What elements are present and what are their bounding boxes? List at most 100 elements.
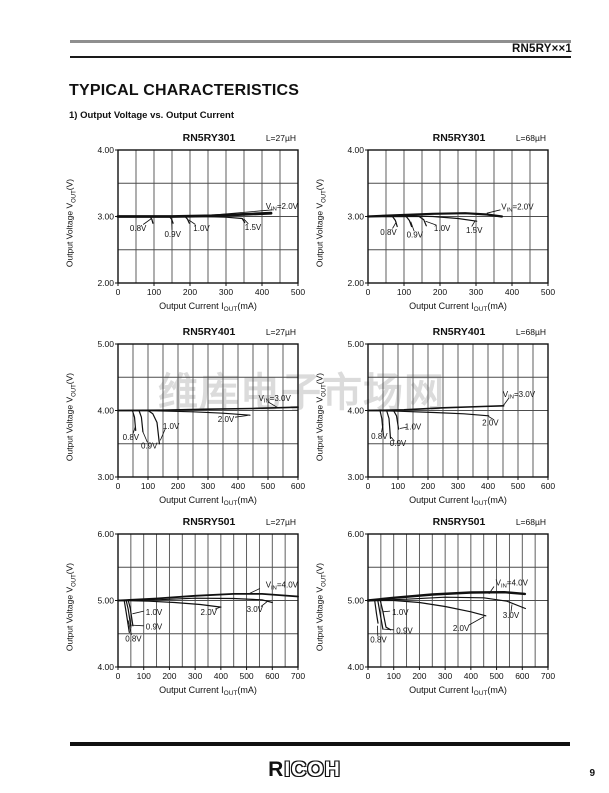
svg-text:300: 300 [201,481,215,491]
svg-text:2.00: 2.00 [97,278,114,288]
chart-title: RN5RY301 [182,132,236,144]
svg-text:400: 400 [255,287,269,297]
chart-body: Output Voltage VOUT(V) 0 100 200 300 400 500 4… [314,144,566,319]
ricoh-logo-r: R [268,758,285,781]
svg-text:0.8V: 0.8V [380,228,397,237]
svg-text:400: 400 [231,481,245,491]
svg-text:600: 600 [291,481,305,491]
svg-text:0.9V: 0.9V [390,439,407,448]
svg-text:4.00: 4.00 [347,145,364,155]
svg-text:5.00: 5.00 [347,339,364,349]
y-axis-label-cell: Output Voltage VOUT(V) [314,528,328,703]
svg-text:100: 100 [141,481,155,491]
svg-text:2.0V: 2.0V [201,608,218,617]
inductance-label: L=27µH [265,517,296,527]
svg-text:200: 200 [171,481,185,491]
svg-text:5.00: 5.00 [97,339,114,349]
svg-text:300: 300 [451,481,465,491]
chart-canvas: 0 100 200 300 400 500 4.00 3.00 2.00 0.8V 0.9V 1.0V… [347,145,555,313]
inductance-label: L=68µH [515,133,546,143]
svg-text:4.00: 4.00 [347,406,364,416]
svg-text:3.00: 3.00 [97,472,114,482]
ricoh-logo: RICOH [0,758,609,782]
svg-text:1.0V: 1.0V [392,608,409,617]
svg-text:300: 300 [219,287,233,297]
svg-text:100: 100 [147,287,161,297]
svg-text:5.00: 5.00 [347,596,364,606]
y-axis-label-cell: Output Voltage VOUT(V) [64,144,78,319]
chart-header: RN5RY501 L=68µH [366,516,552,528]
svg-text:0.8V: 0.8V [123,433,140,442]
chart-canvas: 0 100 200 300 400 500 600 5.00 4.00 3.00 0.8V0.9V 1… [97,339,305,507]
svg-text:VIN=3.0V: VIN=3.0V [259,394,292,405]
svg-text:1.0V: 1.0V [163,422,180,431]
y-axis-label-cell: Output Voltage VOUT(V) [64,338,78,513]
svg-text:400: 400 [464,671,478,681]
footer-bar [70,742,570,746]
watermark-text: 维库电子市场网 [158,371,445,415]
chart-body: Output Voltage VOUT(V) 0 100 200 300 400 500 6… [314,338,566,513]
svg-text:600: 600 [515,671,529,681]
svg-text:6.00: 6.00 [97,529,114,539]
svg-text:1.5V: 1.5V [466,226,483,235]
svg-text:200: 200 [162,671,176,681]
inductance-label: L=27µH [265,327,296,337]
chart-rn5ry501-68uh: RN5RY501 L=68µH Output Voltage VOUT(V) 0… [314,516,566,703]
svg-text:0.8V: 0.8V [370,636,387,645]
svg-text:Output Current IOUT(mA): Output Current IOUT(mA) [409,301,507,313]
svg-text:3.00: 3.00 [97,212,114,222]
svg-text:600: 600 [265,671,279,681]
svg-text:VIN=3.0V: VIN=3.0V [503,390,536,401]
svg-text:4.00: 4.00 [97,406,114,416]
svg-text:0.9V: 0.9V [146,622,163,631]
svg-text:500: 500 [541,287,555,297]
svg-text:3.00: 3.00 [347,472,364,482]
chart-title: RN5RY301 [432,132,486,144]
svg-text:500: 500 [291,287,305,297]
svg-text:0: 0 [116,481,121,491]
svg-text:400: 400 [214,671,228,681]
svg-text:3.00: 3.00 [347,212,364,222]
y-axis-label: Output Voltage VOUT(V) [314,178,328,267]
chart-canvas: 0 100 200 300 400 500 600 5.00 4.00 3.00 0.8V0.9V 1… [347,339,555,507]
svg-text:2.0V: 2.0V [218,415,235,424]
header-rule-black [70,56,571,58]
svg-text:0.8V: 0.8V [130,224,147,233]
svg-text:3.0V: 3.0V [503,611,520,620]
svg-text:4.00: 4.00 [97,145,114,155]
y-axis-label: Output Voltage VOUT(V) [314,372,328,461]
chart-canvas: 0 100 200 300 400 500 600 700 6.00 5.00 4.00 0.8V 0.… [97,529,305,697]
svg-text:0: 0 [366,671,371,681]
svg-text:Output Current IOUT(mA): Output Current IOUT(mA) [409,685,507,697]
chart-title: RN5RY401 [182,326,236,338]
svg-text:0: 0 [116,671,121,681]
section-subtitle: 1) Output Voltage vs. Output Current [69,110,235,121]
svg-text:600: 600 [541,481,555,491]
chart-header: RN5RY501 L=27µH [116,516,302,528]
svg-text:VIN=2.0V: VIN=2.0V [501,203,534,214]
chart-rn5ry301-68uh: RN5RY301 L=68µH Output Voltage VOUT(V) 0… [314,132,566,319]
svg-text:700: 700 [291,671,305,681]
svg-text:300: 300 [188,671,202,681]
page-title: TYPICAL CHARACTERISTICS [69,82,300,99]
chart-rn5ry501-27uh: RN5RY501 L=27µH Output Voltage VOUT(V) 0… [64,516,316,703]
inductance-label: L=68µH [515,517,546,527]
svg-text:VIN=4.0V: VIN=4.0V [496,579,529,590]
chart-title: RN5RY401 [432,326,486,338]
chart-canvas: 0 100 200 300 400 500 600 700 6.00 5.00 4.00 0.8V 0.… [347,529,555,697]
svg-text:500: 500 [511,481,525,491]
svg-text:VIN=4.0V: VIN=4.0V [266,581,299,592]
y-axis-label: Output Voltage VOUT(V) [64,178,78,267]
svg-text:2.00: 2.00 [347,278,364,288]
svg-text:Output Current IOUT(mA): Output Current IOUT(mA) [159,685,257,697]
svg-text:0.9V: 0.9V [396,626,413,635]
y-axis-label: Output Voltage VOUT(V) [314,562,328,651]
svg-text:0.8V: 0.8V [125,634,142,643]
svg-text:Output Current IOUT(mA): Output Current IOUT(mA) [159,301,257,313]
svg-text:1.0V: 1.0V [434,224,451,233]
svg-text:400: 400 [481,481,495,491]
svg-text:4.00: 4.00 [347,662,364,672]
svg-text:1.0V: 1.0V [146,608,163,617]
svg-text:500: 500 [261,481,275,491]
chart-title: RN5RY501 [432,516,486,528]
